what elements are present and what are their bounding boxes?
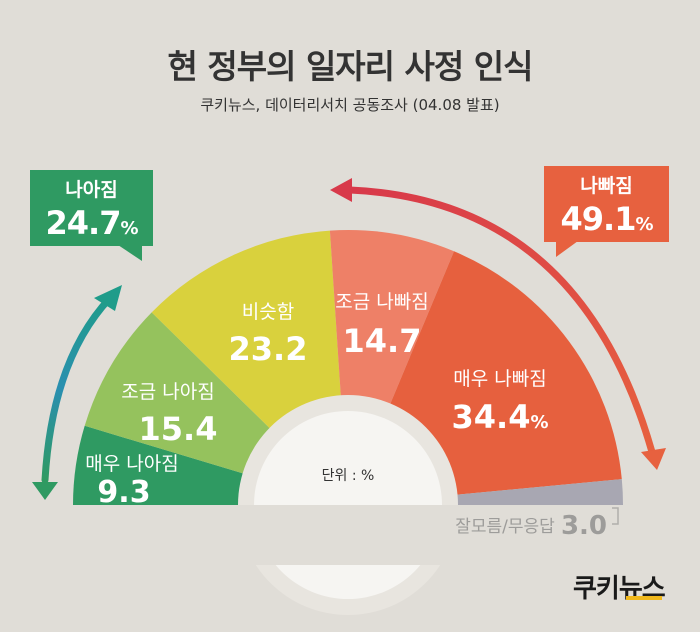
slice-value-3: 23.2: [229, 330, 308, 368]
slice-label-4: 조금 나빠짐: [335, 291, 428, 313]
slice-label-5: 매우 나빠짐: [453, 368, 546, 390]
brand-logo-underline: [626, 596, 662, 600]
chart-subtitle: 쿠키뉴스, 데이터리서치 공동조사 (04.08 발표): [200, 96, 500, 114]
better-callout-value: 24.7%: [45, 204, 139, 242]
no-answer-bracket: [612, 507, 619, 525]
better-callout: 나아짐 24.7%: [30, 170, 153, 246]
slice-value-unit-5: %: [530, 412, 548, 433]
unit-label: 단위 : %: [322, 468, 375, 484]
slice-value-1: 9.3: [97, 475, 150, 510]
worse-callout-unit: %: [635, 214, 653, 235]
slice-value-6: 3.0: [561, 511, 607, 541]
chart-title: 현 정부의 일자리 사정 인식: [167, 47, 534, 86]
worse-callout: 나빠짐 49.1%: [544, 166, 669, 242]
slice-value-2: 15.4: [139, 410, 218, 448]
better-callout-tail: [118, 245, 142, 261]
slice-label-2: 조금 나아짐: [121, 381, 214, 403]
better-callout-unit: %: [120, 218, 138, 239]
slice-label-6: 잘모름/무응답: [455, 517, 555, 537]
worse-callout-value: 49.1%: [560, 200, 654, 238]
worse-arrow: [330, 178, 666, 470]
better-callout-label: 나아짐: [65, 179, 118, 201]
slice-label-1: 매우 나아짐: [85, 453, 178, 475]
slice-label-3: 비슷함: [242, 301, 294, 323]
better-arrow: [32, 285, 122, 500]
worse-callout-label: 나빠짐: [580, 175, 633, 197]
worse-callout-tail: [556, 241, 578, 257]
slice-value-4: 14.7: [343, 322, 422, 360]
